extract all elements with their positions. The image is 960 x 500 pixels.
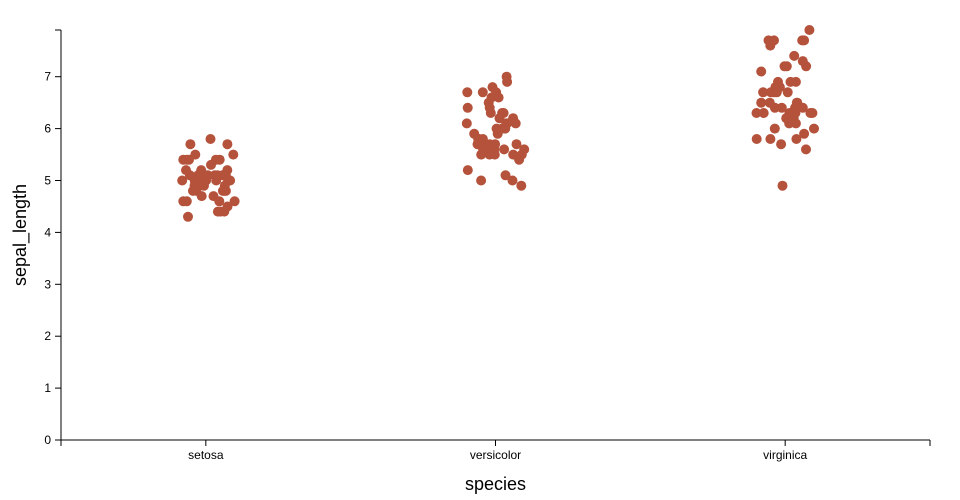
point-virginica bbox=[770, 82, 781, 93]
point-virginica bbox=[789, 50, 800, 61]
point-virginica bbox=[751, 108, 762, 118]
point-setosa bbox=[189, 175, 200, 186]
point-setosa bbox=[229, 196, 240, 207]
point-setosa bbox=[202, 170, 213, 181]
point-virginica bbox=[756, 97, 767, 108]
point-setosa bbox=[185, 139, 196, 150]
point-virginica bbox=[790, 108, 801, 118]
point-virginica bbox=[765, 134, 776, 144]
point-versicolor bbox=[519, 144, 530, 155]
point-versicolor bbox=[501, 118, 512, 129]
point-setosa bbox=[177, 175, 188, 186]
point-virginica bbox=[769, 102, 780, 113]
point-versicolor bbox=[510, 118, 521, 129]
point-virginica bbox=[791, 134, 802, 144]
point-virginica bbox=[776, 139, 787, 150]
point-setosa bbox=[222, 165, 233, 176]
point-versicolor bbox=[462, 165, 473, 176]
plot-area bbox=[177, 25, 819, 222]
point-versicolor bbox=[462, 102, 473, 113]
point-setosa bbox=[222, 139, 233, 150]
point-versicolor bbox=[507, 175, 518, 186]
point-virginica bbox=[801, 61, 812, 72]
y-tick-label: 6 bbox=[44, 122, 51, 136]
point-versicolor bbox=[508, 149, 519, 160]
point-setosa bbox=[178, 196, 189, 207]
point-virginica bbox=[781, 113, 792, 124]
x-tick-label-virginica: virginica bbox=[763, 448, 807, 462]
point-virginica bbox=[779, 61, 790, 72]
y-tick-label: 5 bbox=[44, 174, 51, 188]
point-virginica bbox=[790, 76, 801, 87]
point-virginica bbox=[799, 128, 810, 139]
point-setosa bbox=[196, 191, 207, 202]
point-virginica bbox=[807, 108, 818, 118]
point-setosa bbox=[214, 154, 225, 165]
point-setosa bbox=[225, 175, 236, 186]
point-virginica bbox=[756, 66, 767, 77]
point-setosa bbox=[190, 149, 201, 160]
y-tick-label: 4 bbox=[44, 225, 51, 239]
point-versicolor bbox=[491, 87, 502, 98]
point-versicolor bbox=[461, 118, 472, 129]
point-setosa bbox=[220, 185, 231, 196]
point-virginica bbox=[751, 134, 762, 144]
y-axis-title: sepal_length bbox=[10, 184, 31, 286]
point-virginica bbox=[791, 97, 802, 108]
point-versicolor bbox=[511, 139, 522, 150]
point-setosa bbox=[219, 206, 230, 217]
point-versicolor bbox=[490, 139, 501, 150]
point-virginica bbox=[758, 108, 769, 118]
point-virginica bbox=[801, 144, 811, 155]
point-virginica bbox=[763, 35, 774, 46]
point-virginica bbox=[777, 180, 788, 191]
y-axis: 0 1 2 3 4 5 6 7 bbox=[44, 29, 61, 447]
point-versicolor bbox=[500, 170, 511, 181]
point-versicolor bbox=[502, 76, 513, 87]
point-versicolor bbox=[485, 108, 496, 118]
point-versicolor bbox=[477, 87, 488, 98]
y-tick-label: 1 bbox=[44, 381, 51, 395]
point-virginica bbox=[804, 25, 815, 35]
point-setosa bbox=[214, 196, 225, 207]
point-setosa bbox=[205, 134, 216, 144]
y-tick-label: 2 bbox=[44, 329, 51, 343]
x-axis: setosa versicolor virginica bbox=[60, 440, 931, 462]
point-setosa bbox=[212, 170, 223, 181]
point-virginica bbox=[776, 102, 787, 113]
point-versicolor bbox=[472, 139, 483, 150]
point-virginica bbox=[797, 35, 808, 46]
point-setosa bbox=[183, 211, 193, 222]
point-virginica bbox=[809, 123, 819, 134]
x-tick-label-versicolor: versicolor bbox=[470, 448, 521, 462]
point-versicolor bbox=[499, 144, 510, 155]
point-setosa bbox=[228, 149, 239, 160]
y-tick-label: 0 bbox=[44, 433, 51, 447]
point-virginica bbox=[758, 87, 769, 98]
x-tick-label-setosa: setosa bbox=[188, 448, 224, 462]
point-virginica bbox=[769, 123, 780, 134]
point-setosa bbox=[206, 159, 216, 170]
point-virginica bbox=[782, 87, 793, 98]
x-axis-title: species bbox=[465, 474, 526, 494]
point-versicolor bbox=[476, 175, 487, 186]
y-tick-label: 7 bbox=[44, 70, 51, 84]
point-versicolor bbox=[516, 180, 527, 191]
point-versicolor bbox=[484, 149, 495, 160]
point-versicolor bbox=[462, 87, 473, 98]
y-tick-label: 3 bbox=[44, 277, 51, 291]
point-setosa bbox=[181, 154, 192, 165]
point-versicolor bbox=[494, 113, 505, 124]
